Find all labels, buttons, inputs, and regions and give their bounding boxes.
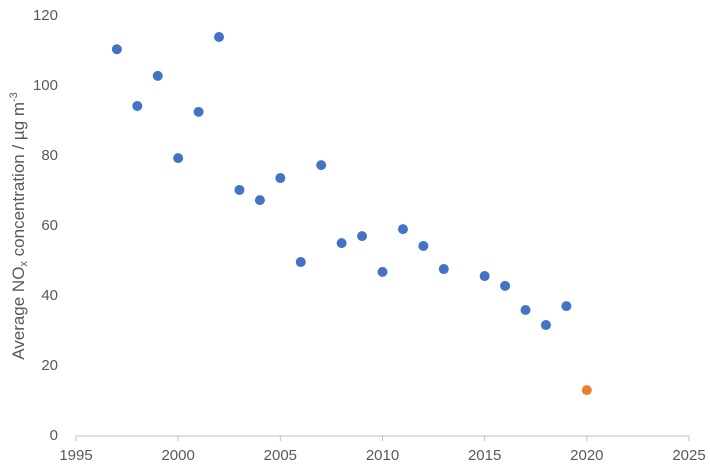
point [152,70,163,81]
point [173,153,184,164]
y-label-part: Average NO [9,267,28,360]
y-label-sub: x [18,261,30,267]
point [275,173,286,184]
y-tick-label: 120 [33,7,58,24]
y-tick-label: 40 [41,287,58,304]
y-tick-label: 20 [41,357,58,374]
y-tick-label: 0 [50,427,58,444]
y-label-sup: -3 [8,92,20,102]
x-tick-label: 2020 [570,447,603,464]
point [581,385,592,396]
y-axis-label: Average NOx concentration / µg m-3 [8,92,30,360]
x-tick-label: 2010 [366,447,399,464]
point [111,44,122,55]
x-tick-label: 2015 [468,447,501,464]
point [540,320,551,331]
x-tick-label: 2025 [672,447,705,464]
point [418,240,429,251]
point [254,195,265,206]
point [336,238,347,249]
x-tick-label: 1995 [59,447,92,464]
y-tick-label: 100 [33,77,58,94]
point [234,184,245,195]
x-tick-label: 2000 [161,447,194,464]
point [316,160,327,171]
x-tick-label: 2005 [264,447,297,464]
y-label-part: concentration / µg m [9,102,28,261]
point [479,271,490,282]
point [295,257,306,268]
point [561,301,572,312]
point [397,224,408,235]
point [500,280,511,291]
y-tick-label: 60 [41,217,58,234]
y-tick-label: 80 [41,147,58,164]
point [357,231,368,242]
point [193,106,204,117]
point [214,32,225,42]
point [520,305,531,315]
point [132,100,143,111]
point [438,264,449,275]
point [377,266,388,277]
